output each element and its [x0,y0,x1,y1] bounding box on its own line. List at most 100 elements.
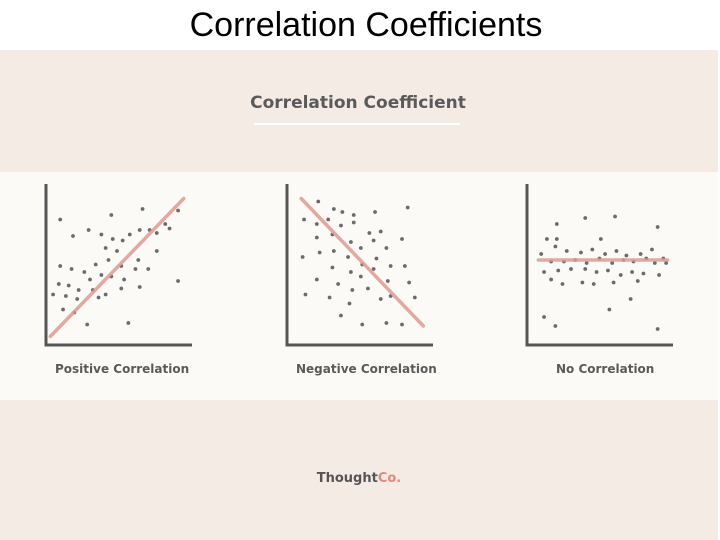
data-point [66,283,71,288]
data-point [339,223,343,228]
data-point [360,322,365,327]
data-point [99,273,104,277]
data-point [650,247,654,252]
slide-title: Correlation Coefficients [189,6,543,44]
data-point [583,216,588,220]
negative-correlation-caption: Negative Correlation [296,362,437,376]
data-point [350,288,355,292]
data-point [544,237,549,241]
data-point [407,280,412,285]
trend-line [299,196,426,328]
data-point [75,297,80,301]
data-point [349,270,353,274]
data-point [302,217,306,222]
data-point [539,252,544,256]
data-point [603,252,607,256]
data-point [314,235,319,240]
data-point [598,237,603,241]
data-point [371,267,376,271]
data-point [120,238,125,243]
data-point [331,249,336,253]
data-point [412,295,417,300]
data-point [549,277,554,282]
data-point [96,295,101,300]
data-point [127,232,132,237]
data-point [349,240,353,244]
data-point [61,307,65,312]
data-point [384,246,389,250]
data-point [584,261,589,265]
data-point [88,277,92,282]
data-point [630,270,634,274]
data-point [58,264,63,268]
data-point [564,249,569,253]
data-point [638,252,643,256]
data-point [140,207,145,211]
brand-logo: ThoughtCo. [0,471,718,486]
data-point [110,237,115,241]
data-point [610,261,615,265]
data-point [402,264,407,268]
data-point [367,231,372,235]
data-point [611,280,616,285]
data-point [378,229,383,234]
data-point [346,255,350,259]
data-point [327,295,332,300]
negative-correlation-chart [285,184,433,347]
data-point [137,285,142,289]
data-point [560,282,565,286]
data-point [635,279,640,283]
data-point [176,279,180,283]
data-point [330,265,335,270]
data-point [314,222,319,226]
data-point [606,268,610,273]
brand-logo-primary: Thought [316,471,378,486]
data-point [317,250,322,255]
data-point [358,274,363,279]
data-point [314,277,319,282]
data-point [542,270,546,274]
data-point [351,213,356,217]
data-point [553,324,558,328]
no-correlation-caption: No Correlation [556,362,655,376]
data-point [103,246,108,250]
data-point [163,222,168,226]
data-point [154,249,159,253]
data-point [85,322,90,327]
data-point [624,253,629,258]
data-point [374,256,379,261]
data-point [103,292,108,297]
data-point [371,238,376,243]
data-point [340,210,345,214]
data-point [106,258,111,262]
data-point [655,327,660,331]
data-point [553,244,558,249]
data-point [109,213,114,217]
data-point [384,321,389,325]
plot-band: Positive Correlation Negative Correlatio… [0,172,718,400]
data-point [385,279,390,283]
infographic-panel: Correlation Coefficient Positive Correla… [0,50,718,540]
data-point [167,226,172,231]
data-point [613,214,617,219]
data-point [579,250,583,255]
trend-line [48,196,186,339]
data-point [358,246,363,250]
data-point [136,258,141,262]
data-point [82,270,87,274]
data-point [336,282,341,286]
data-point [400,322,404,327]
data-point [664,261,669,265]
data-point [326,217,331,222]
data-point [303,292,308,297]
data-point [339,313,343,318]
data-point [569,267,573,271]
data-point [63,294,68,298]
data-point [58,217,63,222]
data-point [618,273,623,277]
data-point [126,321,131,325]
data-point [641,271,646,276]
data-point [405,205,410,210]
data-point [99,232,104,237]
data-point [628,297,633,301]
